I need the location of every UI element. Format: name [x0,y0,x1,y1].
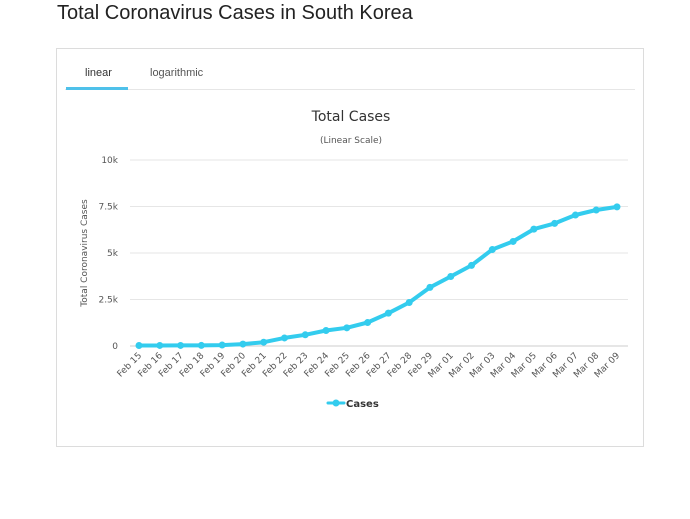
data-point[interactable] [156,341,164,349]
data-point[interactable] [322,327,330,335]
tab-logarithmic[interactable]: logarithmic [150,67,204,79]
data-point[interactable] [488,246,496,254]
y-tick-labels: 0 2.5k 5k 7.5k 10k [98,156,118,352]
data-point[interactable] [177,341,185,349]
data-point[interactable] [571,211,579,219]
legend-swatch-marker [332,399,340,407]
legend[interactable]: Cases [326,399,379,410]
y-tick-label: 0 [112,342,118,352]
data-point[interactable] [509,237,517,245]
data-point[interactable] [260,338,268,346]
data-point[interactable] [280,334,288,342]
data-point[interactable] [551,219,559,227]
data-point[interactable] [197,341,205,349]
chart-title: Total Cases [311,109,391,125]
data-point[interactable] [343,324,351,332]
y-tick-label: 2.5k [98,296,118,306]
series-line-cases [137,204,619,348]
data-point[interactable] [426,283,434,291]
data-point[interactable] [613,203,621,211]
scale-tabs: linear logarithmic [65,63,635,90]
data-point[interactable] [218,341,226,349]
chart-subtitle: (Linear Scale) [320,136,382,146]
data-point[interactable] [301,331,309,339]
active-tab-indicator [66,87,128,90]
data-point[interactable] [468,261,476,269]
data-point[interactable] [135,341,143,349]
data-point[interactable] [405,299,413,307]
series-cases [135,203,621,349]
y-tick-label: 5k [107,249,119,259]
page-title: Total Coronavirus Cases in South Korea [57,2,413,24]
data-point[interactable] [364,319,372,327]
data-point[interactable] [592,206,600,214]
data-point[interactable] [239,340,247,348]
chart-panel: linear logarithmic [56,48,644,447]
data-point[interactable] [530,225,538,233]
legend-label-cases: Cases [346,399,379,410]
data-point[interactable] [384,309,392,317]
tab-linear[interactable]: linear [85,67,112,79]
data-point[interactable] [447,273,455,281]
y-tick-label: 7.5k [98,203,118,213]
y-tick-label: 10k [101,156,118,166]
y-axis-label: Total Coronavirus Cases [80,199,90,308]
